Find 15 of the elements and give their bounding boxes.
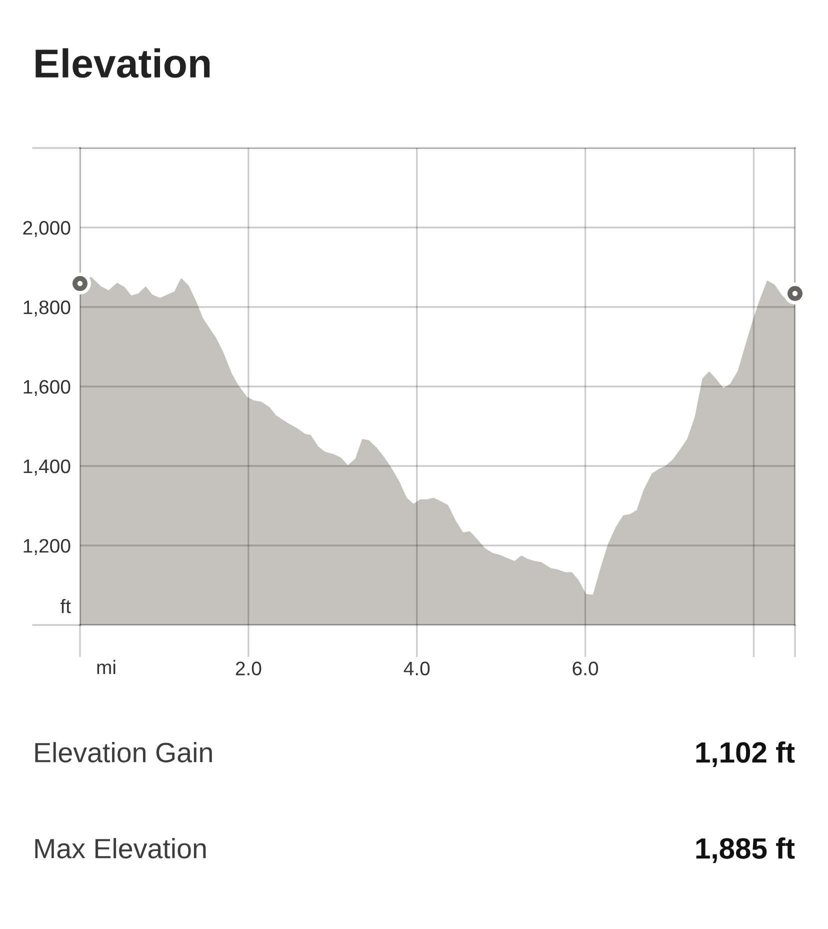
x-tick-label: 2.0	[236, 662, 262, 676]
y-tick-label: 1,600	[24, 380, 70, 396]
y-tick-label: 1,400	[24, 459, 70, 476]
text: 1,885 ft	[696, 837, 795, 864]
x-axis-title: mi	[97, 660, 116, 674]
x-tick-label: 4.0	[404, 662, 430, 676]
text: Elevation Gain	[35, 742, 212, 762]
x-tick-label: 6.0	[572, 662, 598, 676]
text: 1,102 ft	[696, 741, 795, 768]
y-tick-label: 2,000	[23, 220, 70, 238]
chart-title: Elevation	[36, 48, 210, 78]
y-axis-title: ft	[60, 598, 71, 614]
text: Max Elevation	[35, 838, 206, 858]
y-tick-label: 1,200	[24, 538, 70, 556]
y-tick-label: 1,800	[24, 300, 70, 317]
